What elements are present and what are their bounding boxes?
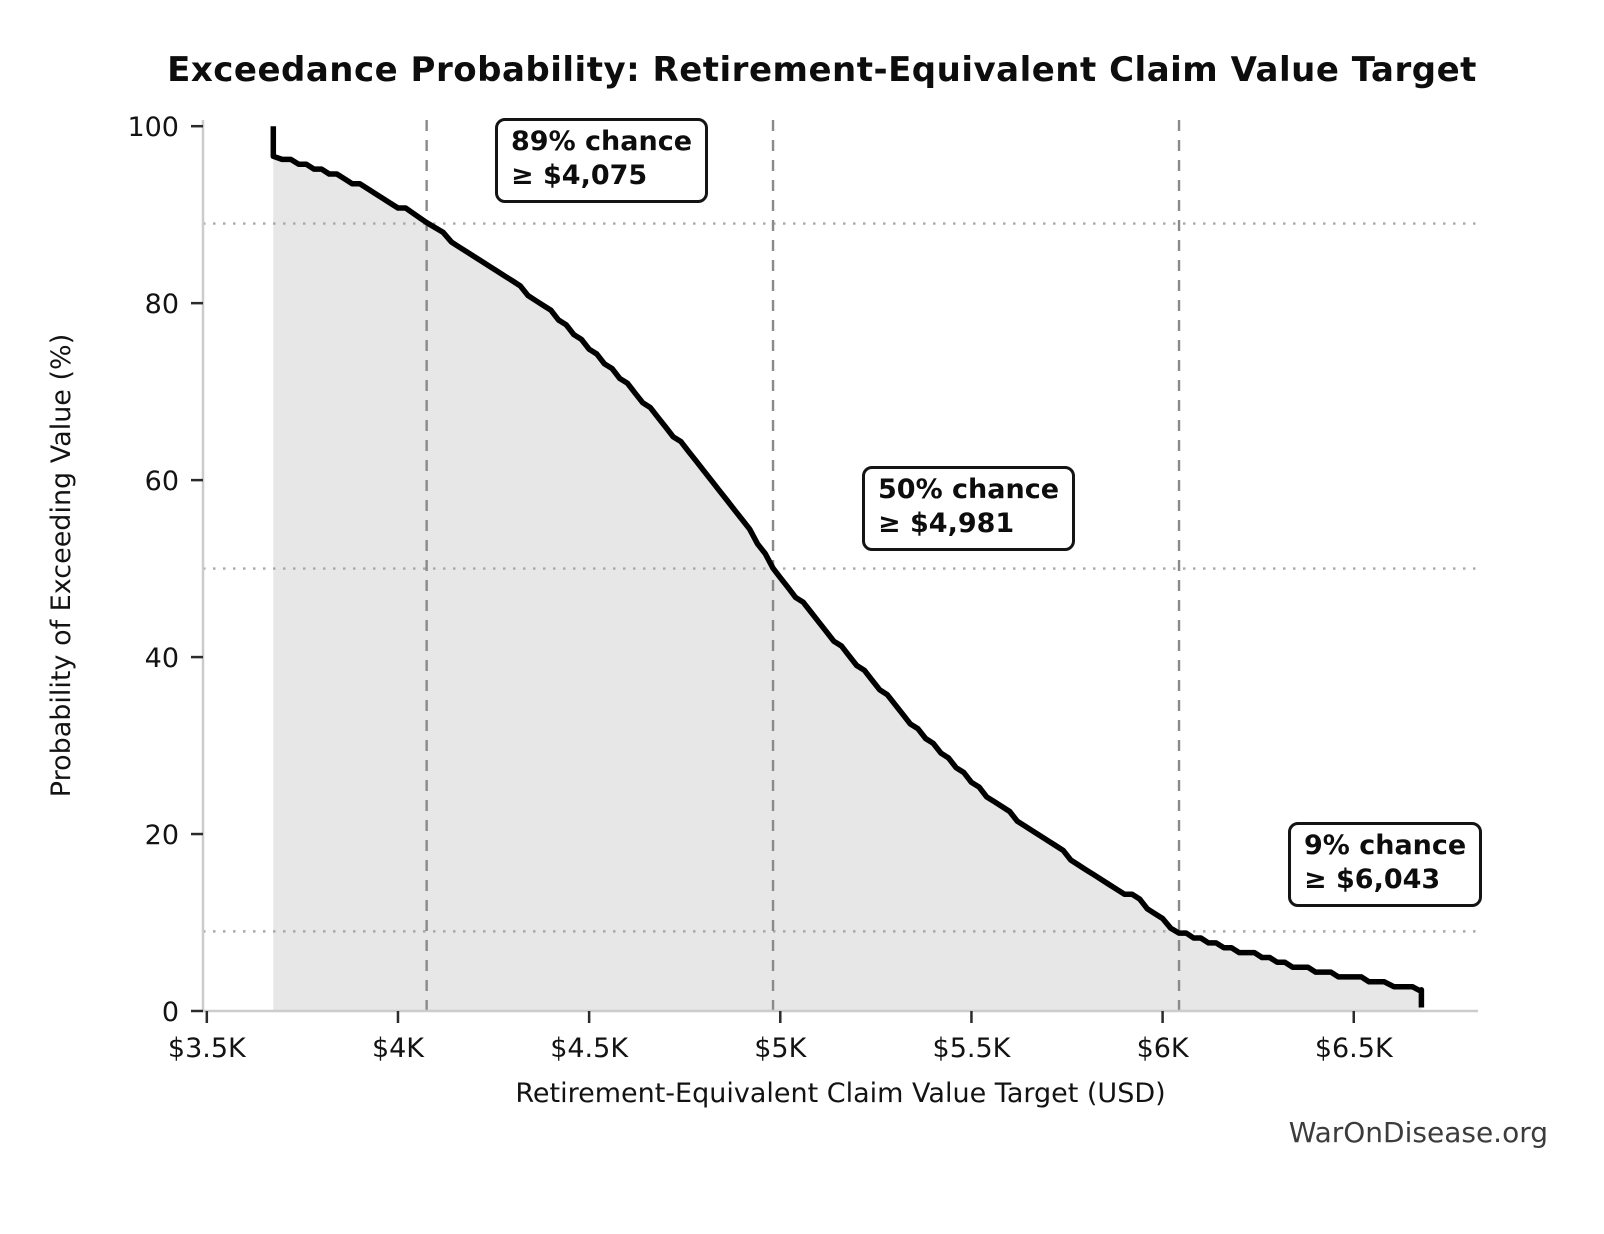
- annotation-line: 9% chance: [1304, 830, 1467, 861]
- y-tick-label: 0: [162, 997, 179, 1028]
- y-tick-label: 80: [145, 289, 179, 320]
- y-tick-label: 100: [127, 112, 179, 143]
- y-tick-label: 60: [145, 466, 179, 497]
- x-tick-label: $5.5K: [933, 1033, 1012, 1064]
- x-tick-label: $4K: [372, 1033, 425, 1064]
- annotation-line: ≥ $6,043: [1304, 864, 1441, 896]
- annotation-89-percent: 89% chance ≥ $4,075: [495, 118, 709, 203]
- x-tick-label: $5K: [754, 1033, 807, 1064]
- annotation-line: 89% chance: [511, 126, 693, 157]
- annotation-9-percent: 9% chance ≥ $6,043: [1288, 822, 1483, 907]
- annotation-line: ≥ $4,981: [878, 508, 1015, 540]
- exceedance-curve: [270, 126, 1425, 1008]
- y-tick-label: 40: [145, 643, 179, 674]
- annotation-line: 50% chance: [878, 474, 1060, 505]
- chart-title: Exceedance Probability: Retirement-Equiv…: [167, 50, 1477, 90]
- exceedance-fill-area: [273, 126, 1422, 1011]
- x-axis-label: Retirement-Equivalent Claim Value Target…: [515, 1078, 1166, 1109]
- annotation-line: ≥ $4,075: [511, 160, 648, 192]
- x-tick-label: $4.5K: [550, 1033, 629, 1064]
- watermark: WarOnDisease.org: [1288, 1116, 1548, 1149]
- y-axis-label-wrap: Probability of Exceeding Value (%): [30, 120, 94, 1011]
- x-tick-label: $6.5K: [1315, 1033, 1394, 1064]
- x-tick-label: $6K: [1137, 1033, 1190, 1064]
- annotation-50-percent: 50% chance ≥ $4,981: [862, 466, 1076, 551]
- y-axis-label: Probability of Exceeding Value (%): [46, 333, 78, 798]
- x-tick-label: $3.5K: [168, 1033, 247, 1064]
- y-tick-label: 20: [145, 820, 179, 851]
